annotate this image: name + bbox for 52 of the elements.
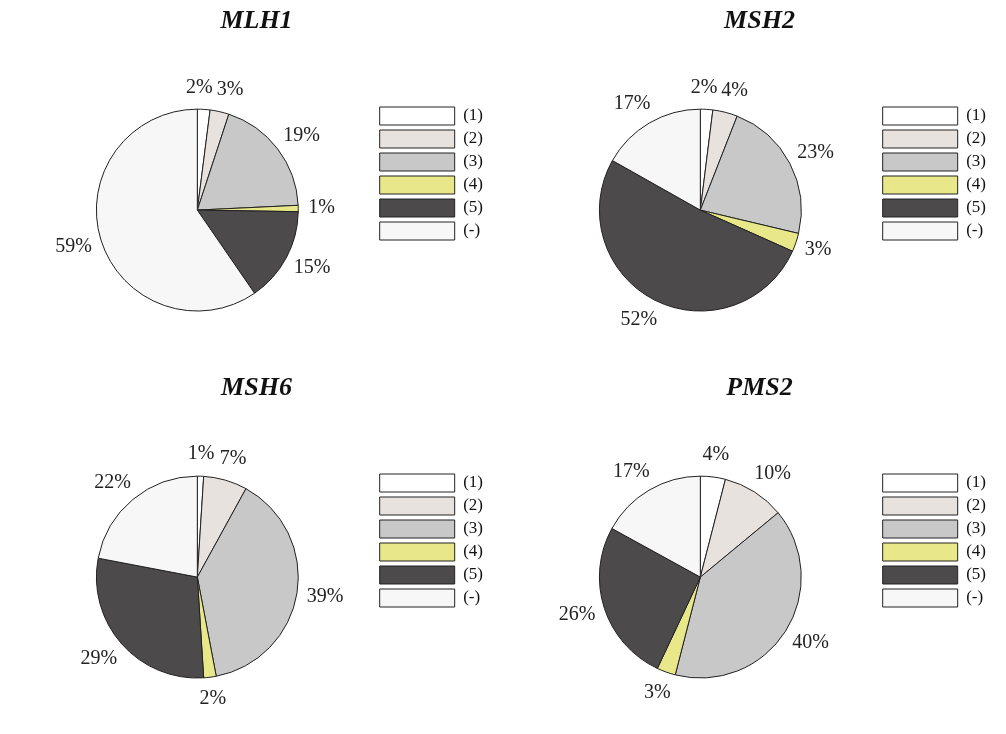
data-label: 2% (690, 74, 718, 97)
legend-label: (3) (463, 518, 484, 538)
data-label: 3% (804, 236, 832, 259)
data-label: 26% (558, 602, 596, 625)
legend-label: (1) (463, 472, 484, 492)
data-label: 29% (80, 645, 118, 668)
data-label: 39% (306, 583, 344, 606)
data-label: 17% (613, 91, 651, 114)
chart-title: MLH1 (219, 5, 293, 35)
legend-label: (2) (966, 128, 987, 148)
legend-label: (-) (966, 587, 984, 607)
legend-label: (4) (463, 541, 484, 561)
data-label: 1% (308, 195, 335, 218)
data-label: 19% (283, 122, 320, 145)
legend-label: (2) (966, 495, 987, 515)
legend-label: (5) (966, 564, 987, 584)
data-label: 59% (55, 233, 92, 256)
legend-label: (1) (966, 105, 987, 125)
data-label: 4% (721, 78, 748, 101)
legend-label: (5) (463, 197, 484, 217)
legend-label: (1) (966, 472, 987, 492)
data-label: 2% (199, 686, 227, 709)
legend-label: (1) (463, 105, 484, 125)
data-label: 10% (754, 460, 791, 483)
chart-title: MSH2 (723, 5, 795, 35)
data-label: 1% (187, 441, 215, 464)
data-label: 15% (293, 255, 331, 278)
chart-title: PMS2 (725, 372, 793, 402)
data-label: 7% (219, 446, 247, 469)
chart-title: MSH6 (220, 372, 292, 402)
data-label: 23% (797, 140, 834, 163)
legend-label: (4) (463, 174, 484, 194)
legend-label: (5) (463, 564, 484, 584)
legend-label: (2) (463, 128, 484, 148)
legend-label: (4) (966, 174, 987, 194)
legend-label: (3) (463, 151, 484, 171)
legend-label: (-) (463, 587, 481, 607)
data-label: 2% (186, 74, 213, 97)
data-label: 3% (644, 680, 671, 703)
legend-label: (2) (463, 495, 484, 515)
legend-label: (-) (463, 220, 481, 240)
data-label: 4% (702, 442, 730, 465)
legend-label: (5) (966, 197, 987, 217)
legend-label: (3) (966, 518, 987, 538)
data-label: 17% (613, 458, 650, 481)
data-label: 40% (792, 630, 829, 653)
data-label: 3% (216, 77, 244, 100)
legend-label: (3) (966, 151, 987, 171)
legend-label: (-) (966, 220, 984, 240)
data-label: 22% (94, 469, 131, 492)
legend-label: (4) (966, 541, 987, 561)
data-label: 52% (620, 307, 658, 330)
